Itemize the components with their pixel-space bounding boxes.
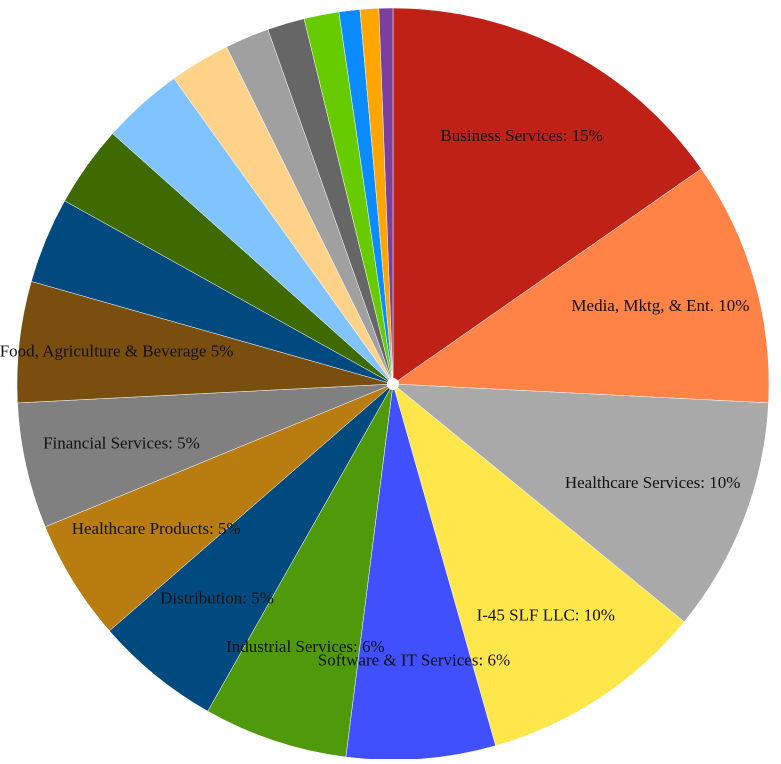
- slice-label: Distribution: 5%: [160, 588, 274, 607]
- slice-label: Business Services: 15%: [440, 126, 602, 145]
- pie-slice: [392, 168, 770, 404]
- slice-label: Financial Services: 5%: [43, 434, 200, 453]
- slice-label: Food, Agriculture & Beverage 5%: [0, 342, 233, 361]
- pie-slice: [392, 383, 685, 747]
- slice-label: Industrial Services: 6%: [226, 637, 385, 656]
- slice-label: I-45 SLF LLC: 10%: [477, 605, 615, 624]
- pie-slice: [207, 383, 394, 758]
- pie-slice: [392, 7, 702, 385]
- slice-label: Healthcare Services: 10%: [565, 473, 741, 492]
- pie-slice: [378, 7, 394, 385]
- slice-label: Healthcare Products: 5%: [72, 519, 241, 538]
- slice-label: Media, Mktg, & Ent. 10%: [571, 296, 749, 315]
- pie-slice: [392, 383, 769, 623]
- slice-label: Software & IT Services: 6%: [318, 650, 510, 669]
- center-dot: [387, 378, 399, 390]
